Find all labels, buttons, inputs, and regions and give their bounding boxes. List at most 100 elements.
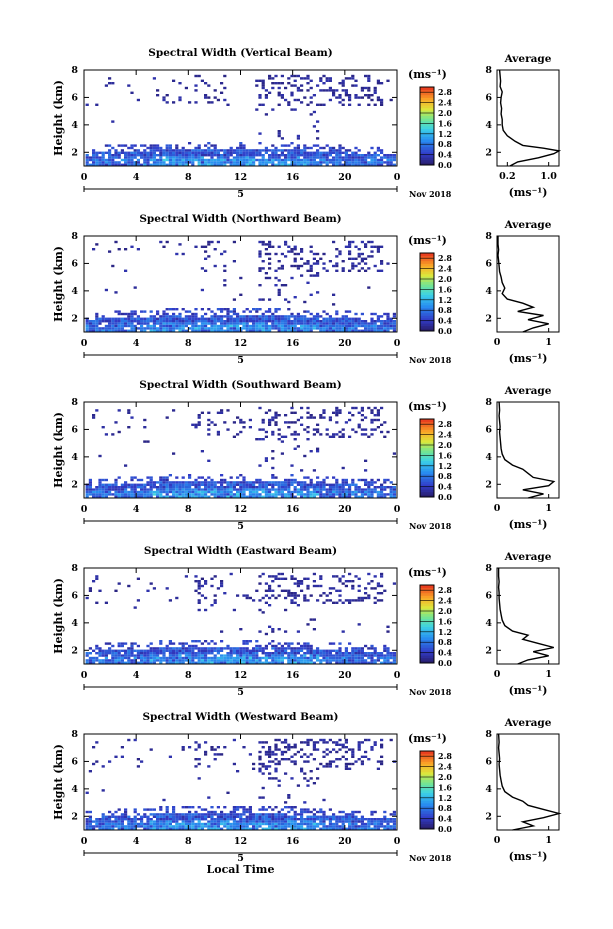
heatmap-cell xyxy=(114,820,118,823)
heatmap-cell xyxy=(85,483,89,486)
heatmap-cell xyxy=(245,495,249,498)
heatmap-cell xyxy=(207,418,211,422)
heatmap-cell xyxy=(290,91,294,94)
heatmap-cell xyxy=(332,813,336,816)
heatmap-cell xyxy=(312,628,316,631)
heatmap-cell xyxy=(108,324,112,328)
heatmap-cell xyxy=(354,79,358,82)
heatmap-cell xyxy=(111,649,115,652)
heatmap-cell xyxy=(325,89,329,92)
heatmap-cell xyxy=(348,813,352,816)
heatmap-cell xyxy=(117,154,121,157)
heatmap-cell xyxy=(200,154,204,157)
heatmap-cell xyxy=(277,820,281,823)
heatmap-cell xyxy=(316,84,320,87)
chart-panel-0: Spectral Width (Vertical Beam)2468Height… xyxy=(52,47,562,200)
heatmap-cell xyxy=(367,329,371,332)
heatmap-cell xyxy=(325,495,329,498)
heatmap-cell xyxy=(348,488,352,491)
heatmap-cell xyxy=(114,818,118,821)
heatmap-cell xyxy=(258,154,262,157)
heatmap-cell xyxy=(252,488,256,491)
heatmap-cell xyxy=(242,144,246,147)
heatmap-cell xyxy=(127,656,131,660)
heatmap-cell xyxy=(88,825,92,828)
heatmap-cell xyxy=(207,255,211,258)
heatmap-cell xyxy=(159,652,163,655)
heatmap-cell xyxy=(223,279,227,282)
heatmap-cell xyxy=(181,748,185,751)
heatmap-cell xyxy=(85,322,89,325)
heatmap-cell xyxy=(328,154,332,157)
heatmap-cell xyxy=(162,798,166,802)
heatmap-cell xyxy=(268,753,272,756)
heatmap-cell xyxy=(213,495,217,498)
heatmap-cell xyxy=(341,329,345,332)
heatmap-cell xyxy=(354,825,358,828)
heatmap-cell xyxy=(376,411,380,414)
heatmap-cell xyxy=(309,495,313,498)
heatmap-cell xyxy=(140,327,144,330)
y-axis-label: Height (km) xyxy=(52,246,65,322)
heatmap-cell xyxy=(130,163,134,166)
heatmap-cell xyxy=(223,486,227,489)
heatmap-cell xyxy=(88,478,92,482)
heatmap-cell xyxy=(239,490,243,494)
heatmap-cell xyxy=(354,488,358,491)
heatmap-cell xyxy=(181,649,185,652)
heatmap-cell xyxy=(111,654,115,657)
heatmap-cell xyxy=(149,656,153,660)
heatmap-cell xyxy=(316,428,320,431)
heatmap-cell xyxy=(392,827,396,830)
heatmap-cell xyxy=(162,158,166,162)
heatmap-cell xyxy=(293,108,297,111)
heatmap-cell xyxy=(124,269,128,272)
heatmap-cell xyxy=(296,154,300,157)
heatmap-cell xyxy=(309,250,313,253)
heatmap-cell xyxy=(120,661,124,664)
heatmap-cell xyxy=(85,822,89,826)
heatmap-cell xyxy=(204,808,208,811)
heatmap-cell xyxy=(200,808,204,811)
heatmap-cell xyxy=(357,827,361,830)
heatmap-cell xyxy=(242,421,246,424)
heatmap-cell xyxy=(309,652,313,655)
heatmap-cell xyxy=(181,656,185,660)
heatmap-cell xyxy=(127,317,131,320)
heatmap-cell xyxy=(152,156,156,159)
heatmap-cell xyxy=(306,644,310,648)
colorbar-label: 1.6 xyxy=(438,118,452,128)
heatmap-cell xyxy=(156,158,160,162)
heatmap-cell xyxy=(178,647,182,650)
heatmap-cell xyxy=(303,656,307,660)
heatmap-cell xyxy=(264,656,268,660)
heatmap-cell xyxy=(287,825,291,828)
heatmap-cell xyxy=(296,493,300,496)
colorbar-segment xyxy=(420,494,434,498)
heatmap-cell xyxy=(92,248,96,251)
heatmap-cell xyxy=(252,308,256,311)
colorbar-segment xyxy=(420,797,434,801)
heatmap-cell xyxy=(232,320,236,323)
chart-title: Spectral Width (Northward Beam) xyxy=(139,213,341,225)
heatmap-cell xyxy=(162,495,166,498)
heatmap-cell xyxy=(232,656,236,660)
heatmap-cell xyxy=(309,86,313,90)
heatmap-cell xyxy=(210,478,214,482)
heatmap-cell xyxy=(284,486,288,489)
heatmap-cell xyxy=(322,601,326,604)
heatmap-cell xyxy=(226,308,230,311)
heatmap-cell xyxy=(98,156,102,159)
heatmap-cell xyxy=(232,659,236,662)
heatmap-cell xyxy=(312,322,316,325)
heatmap-cell xyxy=(309,483,313,486)
heatmap-cell xyxy=(216,822,220,826)
heatmap-cell xyxy=(111,163,115,166)
heatmap-cell xyxy=(268,596,272,600)
heatmap-cell xyxy=(360,827,364,830)
heatmap-cell xyxy=(386,818,390,821)
heatmap-cell xyxy=(188,649,192,652)
heatmap-cell xyxy=(127,322,131,325)
heatmap-cell xyxy=(373,320,377,323)
heatmap-cell xyxy=(344,652,348,655)
